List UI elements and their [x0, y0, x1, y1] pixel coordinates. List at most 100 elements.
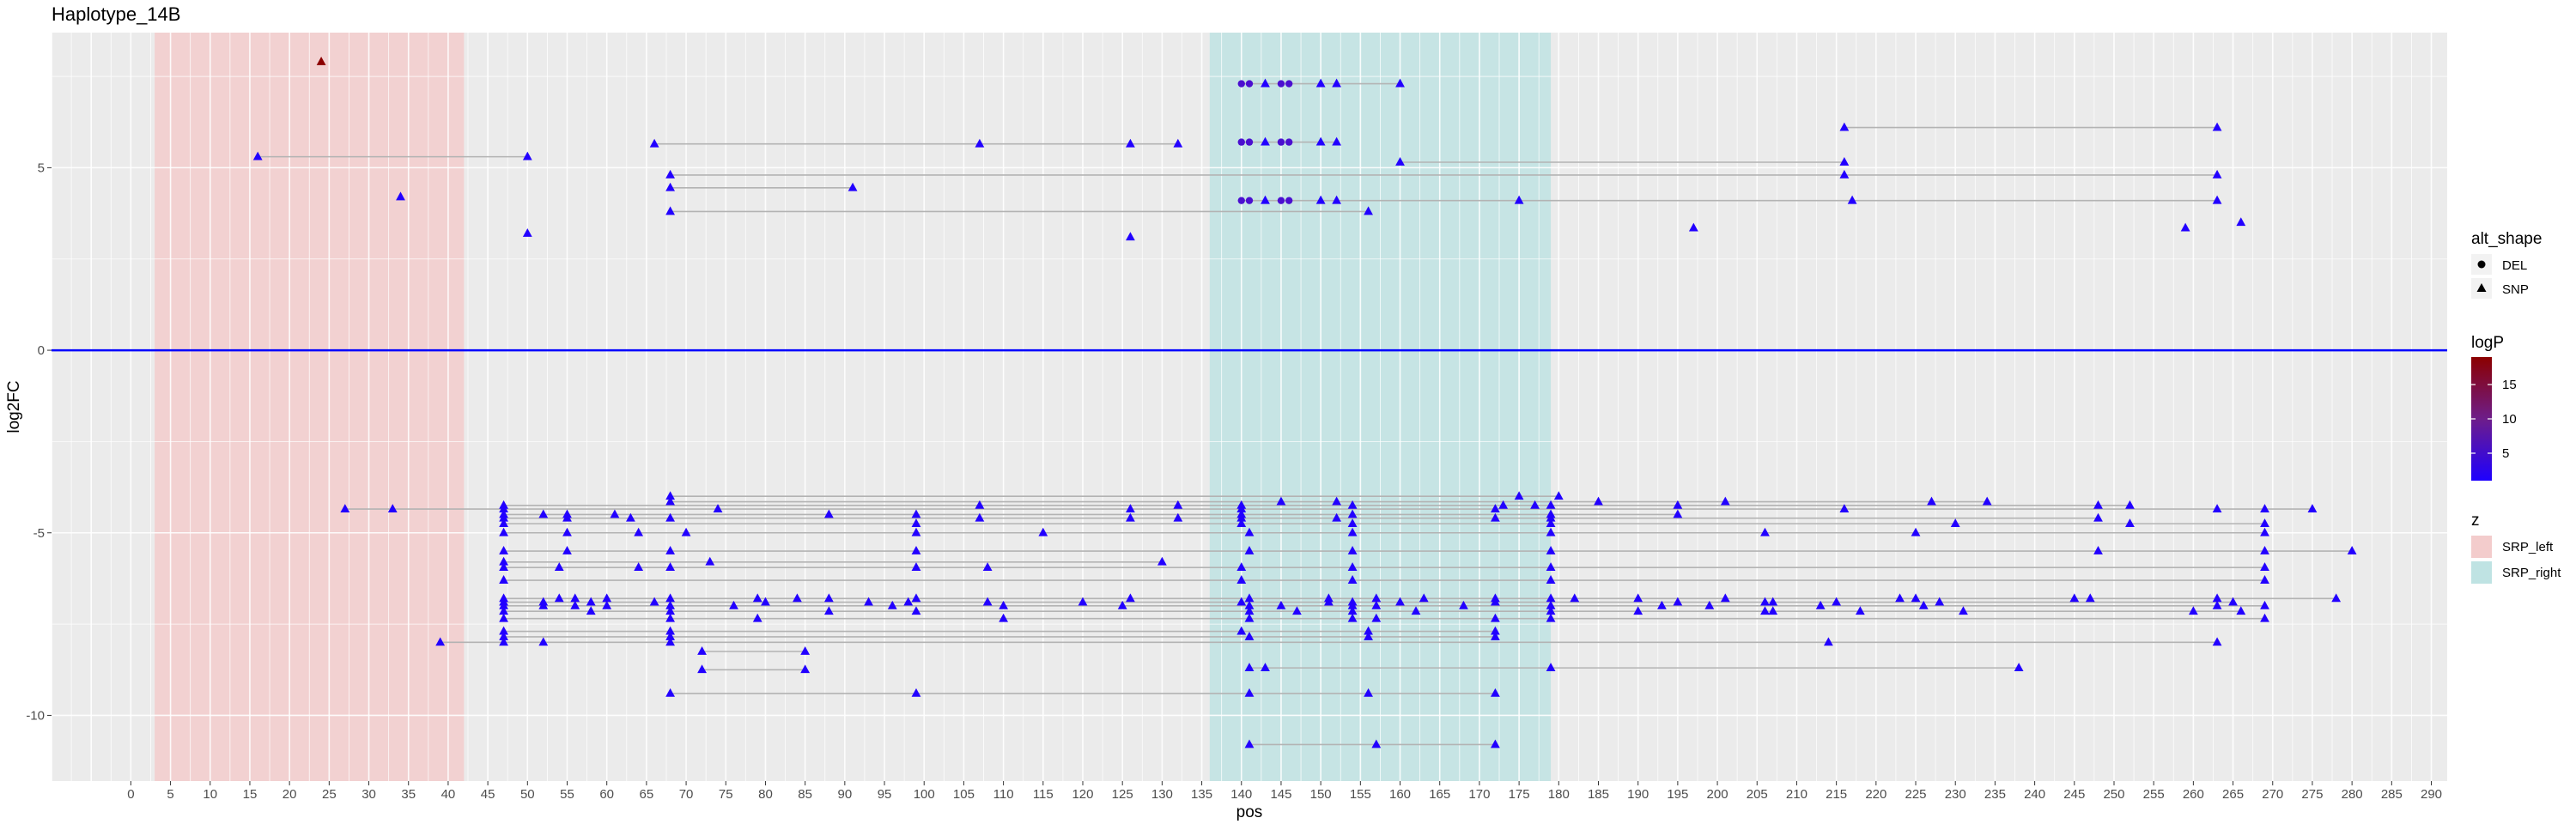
- snp-point: [1673, 509, 1683, 518]
- snp-point: [1911, 593, 1921, 603]
- snp-point: [499, 556, 508, 566]
- snp-point: [499, 631, 508, 640]
- del-point: [1237, 138, 1245, 146]
- chart-title: Haplotype_14B: [52, 3, 180, 25]
- snp-point: [1364, 626, 1373, 635]
- snp-point: [602, 600, 612, 609]
- snp-point: [2180, 222, 2190, 232]
- snp-point: [499, 626, 508, 635]
- x-tick-label: 25: [322, 787, 337, 802]
- snp-point: [665, 206, 675, 215]
- snp-point: [1918, 600, 1929, 609]
- snp-point: [554, 562, 564, 572]
- legend-snp-marker: [2476, 283, 2487, 292]
- snp-point: [499, 527, 508, 536]
- x-tick-label: 0: [127, 787, 134, 802]
- snp-point: [626, 512, 635, 522]
- x-tick-label: 225: [1905, 787, 1927, 802]
- snp-point: [1490, 597, 1500, 606]
- snp-point: [1950, 518, 1960, 528]
- snp-point: [1038, 527, 1048, 536]
- snp-point: [2014, 663, 2024, 672]
- snp-point: [1347, 606, 1358, 615]
- snp-point: [1261, 136, 1270, 146]
- x-tick-label: 285: [2381, 787, 2403, 802]
- snp-point: [1244, 546, 1255, 554]
- del-point: [1245, 138, 1254, 146]
- snp-point: [800, 645, 811, 655]
- snp-point: [1236, 562, 1247, 572]
- snp-point: [1546, 518, 1556, 528]
- legend-srp-left-swatch: [2471, 536, 2492, 558]
- x-tick-label: 140: [1230, 787, 1252, 802]
- snp-point: [2212, 637, 2222, 646]
- snp-point: [1323, 597, 1334, 606]
- snp-point: [1347, 500, 1358, 509]
- snp-point: [665, 688, 675, 697]
- del-point: [1277, 138, 1285, 146]
- snp-point: [665, 626, 675, 635]
- snp-point: [2188, 606, 2198, 615]
- snp-point: [2212, 600, 2222, 609]
- snp-point: [2236, 606, 2246, 615]
- snp-point: [903, 597, 914, 606]
- snp-point: [1704, 600, 1715, 609]
- snp-point: [2125, 500, 2135, 509]
- x-tick-label: 75: [719, 787, 733, 802]
- y-tick-label: -10: [26, 708, 45, 723]
- snp-point: [1855, 606, 1865, 615]
- x-tick-label: 195: [1667, 787, 1688, 802]
- snp-point: [1371, 593, 1382, 603]
- snp-point: [1839, 157, 1850, 166]
- snp-point: [1347, 562, 1358, 572]
- snp-point: [1839, 169, 1850, 179]
- snp-point: [1959, 606, 1968, 615]
- snp-point: [1546, 606, 1556, 615]
- snp-point: [705, 556, 715, 566]
- snp-point: [1815, 600, 1826, 609]
- snp-point: [316, 57, 326, 65]
- x-tick-label: 80: [758, 787, 773, 802]
- snp-point: [2260, 575, 2269, 584]
- snp-point: [610, 509, 620, 518]
- snp-point: [665, 546, 675, 554]
- snp-point: [2212, 593, 2222, 603]
- colorbar-ticks: 5 10 15: [2471, 378, 2517, 461]
- x-tick-label: 150: [1310, 787, 1332, 802]
- snp-point: [848, 182, 858, 191]
- snp-point: [1315, 136, 1326, 146]
- legend-fill-srp-left: SRP_left: [2502, 540, 2554, 554]
- x-tick-label: 220: [1865, 787, 1886, 802]
- snp-point: [761, 597, 770, 606]
- snp-point: [982, 597, 993, 606]
- del-point: [1237, 80, 1245, 88]
- snp-point: [2212, 195, 2222, 204]
- snp-point: [1911, 527, 1921, 536]
- snp-point: [1244, 593, 1255, 603]
- snp-point: [570, 593, 580, 603]
- snp-point: [697, 645, 707, 655]
- snp-point: [499, 575, 508, 584]
- snp-point: [602, 593, 612, 603]
- y-tick-label: -5: [33, 526, 45, 541]
- x-tick-label: 160: [1389, 787, 1411, 802]
- snp-point: [1315, 78, 1326, 88]
- x-tick-label: 135: [1191, 787, 1212, 802]
- snp-point: [1673, 597, 1683, 606]
- snp-point: [665, 496, 675, 506]
- snp-point: [1839, 122, 1850, 131]
- snp-point: [975, 512, 985, 522]
- x-tick-label: 185: [1588, 787, 1609, 802]
- snp-point: [538, 600, 549, 609]
- snp-point: [1395, 78, 1405, 88]
- snp-point: [1514, 195, 1524, 204]
- snp-point: [823, 509, 834, 518]
- snp-point: [2228, 597, 2238, 606]
- legend-srp-right-swatch: [2471, 561, 2492, 584]
- legend-shape-del: DEL: [2502, 258, 2527, 273]
- x-tick-label: 105: [953, 787, 975, 802]
- snp-point: [1490, 512, 1500, 522]
- snp-point: [1673, 500, 1683, 509]
- snp-point: [1656, 600, 1667, 609]
